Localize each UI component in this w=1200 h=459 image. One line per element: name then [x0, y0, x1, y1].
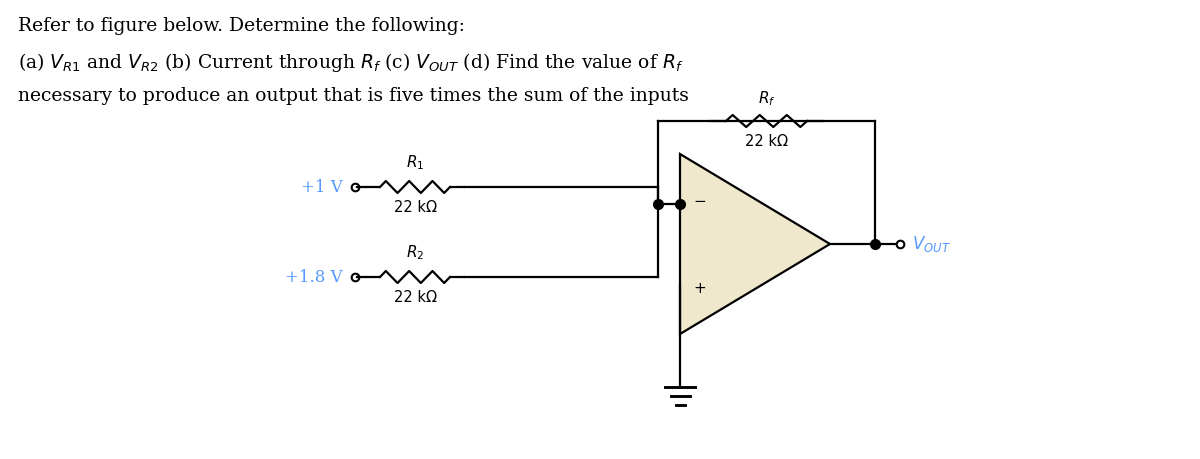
- Text: +1 V: +1 V: [301, 179, 343, 196]
- Text: +1.8 V: +1.8 V: [286, 269, 343, 285]
- Text: $V_{OUT}$: $V_{OUT}$: [912, 234, 950, 254]
- Polygon shape: [680, 154, 830, 334]
- Text: $R_2$: $R_2$: [406, 243, 424, 262]
- Text: $+$: $+$: [694, 281, 706, 296]
- Text: necessary to produce an output that is five times the sum of the inputs: necessary to produce an output that is f…: [18, 87, 689, 105]
- Text: Refer to figure below. Determine the following:: Refer to figure below. Determine the fol…: [18, 17, 464, 35]
- Text: 22 kΩ: 22 kΩ: [394, 200, 437, 215]
- Text: 22 kΩ: 22 kΩ: [394, 290, 437, 305]
- Text: $R_1$: $R_1$: [406, 153, 424, 172]
- Text: $-$: $-$: [694, 192, 706, 207]
- Text: $R_f$: $R_f$: [757, 90, 775, 108]
- Text: (a) $V_{R1}$ and $V_{R2}$ (b) Current through $R_f$ (c) $V_{OUT}$ (d) Find the v: (a) $V_{R1}$ and $V_{R2}$ (b) Current th…: [18, 51, 684, 74]
- Text: 22 kΩ: 22 kΩ: [745, 134, 788, 149]
